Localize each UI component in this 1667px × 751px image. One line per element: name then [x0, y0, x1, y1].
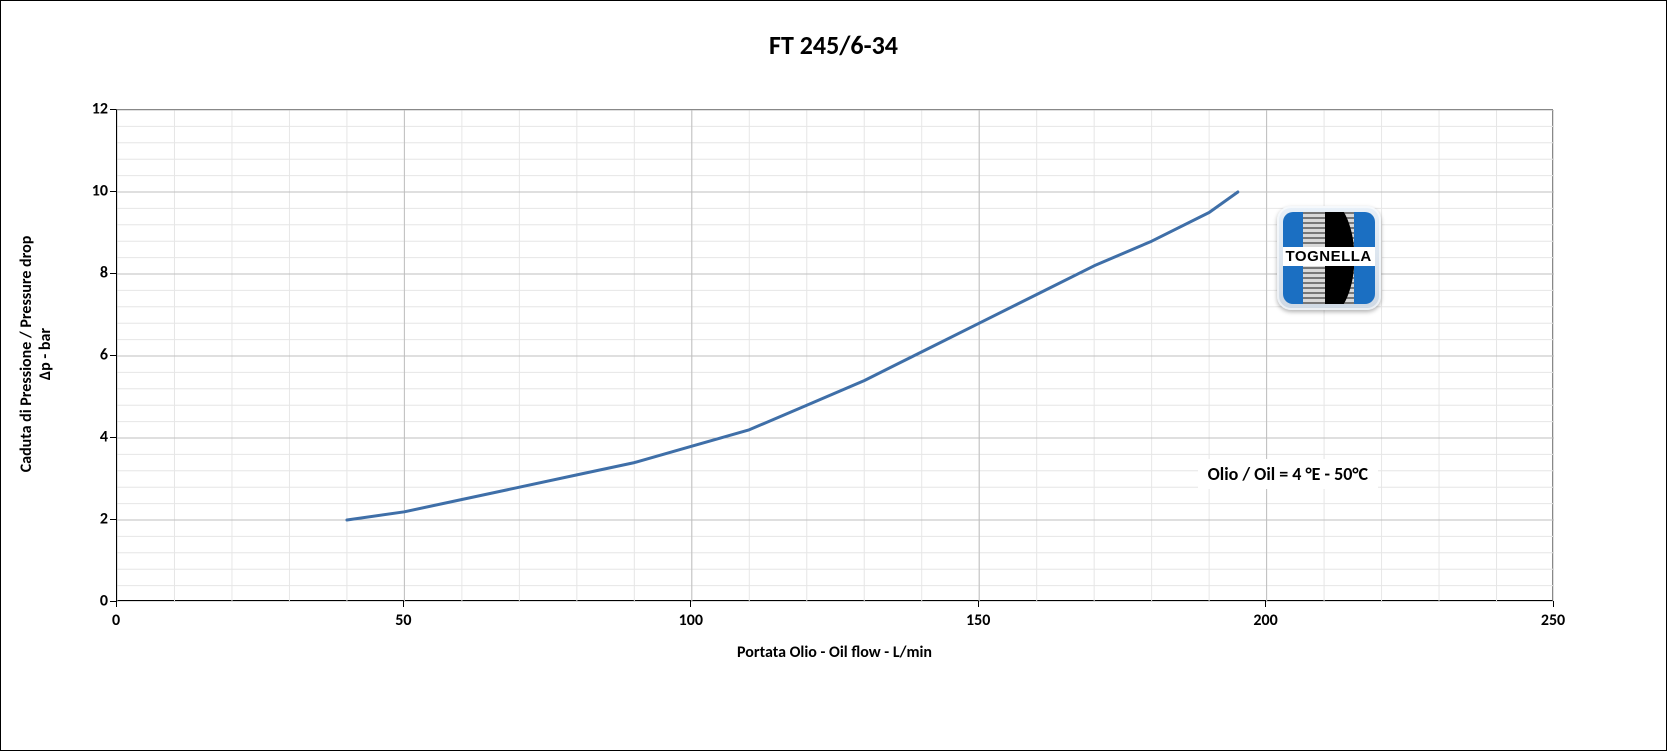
y-tick-mark	[110, 355, 116, 356]
y-tick-label: 10	[80, 182, 108, 201]
y-tick-mark	[110, 191, 116, 192]
x-tick-label: 250	[1541, 611, 1565, 630]
brand-logo: TOGNELLA	[1277, 206, 1381, 310]
x-tick-label: 100	[679, 611, 703, 630]
x-tick-mark	[116, 601, 117, 607]
x-axis-label: Portata Olio - Oil flow - L/min	[116, 643, 1553, 662]
plot-svg	[117, 110, 1554, 602]
x-tick-label: 150	[966, 611, 990, 630]
x-tick-label: 200	[1253, 611, 1277, 630]
x-tick-label: 50	[395, 611, 411, 630]
y-tick-label: 2	[80, 510, 108, 529]
x-tick-label: 0	[112, 611, 120, 630]
x-tick-mark	[1553, 601, 1554, 607]
x-tick-mark	[690, 601, 691, 607]
x-tick-mark	[403, 601, 404, 607]
y-tick-label: 6	[80, 346, 108, 365]
chart-title: FT 245/6-34	[1, 29, 1666, 61]
y-tick-label: 8	[80, 264, 108, 283]
y-axis-label: Caduta di Pressione / Pressure drop Δp -…	[17, 204, 55, 504]
chart-container: FT 245/6-34 Olio / Oil = 4 °E - 50°C TOG…	[0, 0, 1667, 751]
y-tick-mark	[110, 437, 116, 438]
y-tick-label: 0	[80, 592, 108, 611]
y-tick-mark	[110, 109, 116, 110]
oil-spec-annotation: Olio / Oil = 4 °E - 50°C	[1198, 459, 1378, 489]
y-tick-label: 12	[80, 100, 108, 119]
y-tick-mark	[110, 519, 116, 520]
brand-logo-text: TOGNELLA	[1283, 247, 1375, 266]
x-tick-mark	[978, 601, 979, 607]
y-tick-mark	[110, 273, 116, 274]
plot-area: Olio / Oil = 4 °E - 50°C TOGNELLA	[116, 109, 1553, 601]
y-tick-mark	[110, 601, 116, 602]
x-tick-mark	[1265, 601, 1266, 607]
y-tick-label: 4	[80, 428, 108, 447]
